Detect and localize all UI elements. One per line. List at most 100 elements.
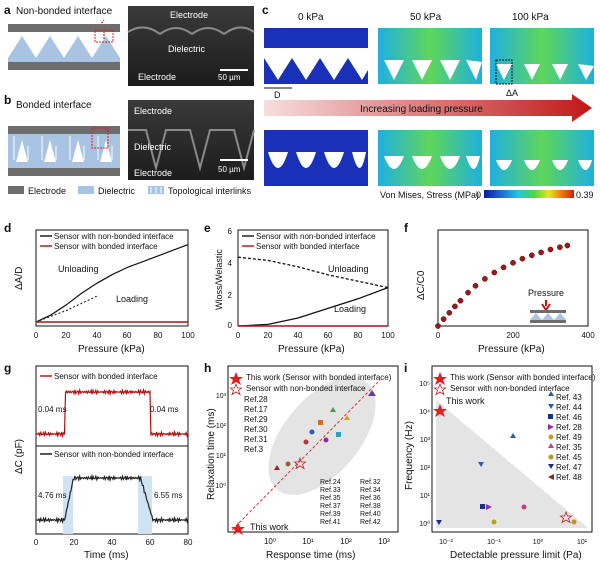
ref-i-6: Ref. 45 <box>556 453 582 462</box>
legend-text-e-1: Sensor with non-bonded interface <box>256 232 376 241</box>
axes-f <box>437 229 589 327</box>
panel-g: g Sensor with bonded interface Sensor wi… <box>4 361 193 561</box>
loading-arrow-text: Increasing loading pressure <box>360 104 483 115</box>
xtick-h-3: 10³ <box>378 537 390 546</box>
curve-g-bonded <box>36 387 189 439</box>
data-point-f <box>564 242 571 249</box>
bottom-electrode <box>8 62 120 70</box>
curve-e-loading <box>237 286 389 327</box>
xticks-d: 0 20 40 60 80 100 <box>34 331 195 340</box>
panel-letter-b: b <box>4 93 11 107</box>
pressure-arrow-f <box>541 300 551 312</box>
panel-b: b Bonded interface Electrode Dielectric … <box>4 93 255 196</box>
sem-label-electrode-bottom: Electrode <box>138 72 176 82</box>
sem-label-dielectric: Dielectric <box>168 44 206 54</box>
marker-h <box>309 429 315 435</box>
ytick-i-0: 10⁰ <box>419 520 430 528</box>
panel-letter-a: a <box>4 3 11 17</box>
xtick-e-5: 100 <box>381 331 395 340</box>
fem-top-50-voids <box>384 60 482 80</box>
xtick-d-5: 100 <box>181 331 195 340</box>
panel-letter-h: h <box>204 361 211 375</box>
scale-text-b: 50 µm <box>218 165 241 174</box>
xtick-e-4: 80 <box>354 331 363 340</box>
legend-text-e-2: Sensor with bonded interface <box>256 242 360 251</box>
data-point-f <box>472 282 479 289</box>
marker-i <box>548 404 554 409</box>
panel-i: i This work (Sensor with bonded interfac… <box>404 361 596 561</box>
legend-text-d-1: Sensor with non-bonded interface <box>54 232 174 241</box>
xtick-d-1: 20 <box>62 331 71 340</box>
curve-d-non-bonded-loading <box>35 295 98 323</box>
xlabel-e: Pressure (kPa) <box>278 344 345 355</box>
data-point-f <box>440 316 447 322</box>
panel-e: e Wloss/Welastic Pressure (kPa) 0 2 4 6 … <box>204 221 395 355</box>
axes-g-bottom <box>35 445 189 535</box>
ref-h-left-5: Ref.3 <box>244 445 264 454</box>
top-rise-g: 0.04 ms <box>38 405 66 414</box>
ref-h-grid-4: Ref.35 <box>320 495 341 502</box>
bottom-electrode-b <box>8 168 120 176</box>
ref-h-grid-10: Ref.41 <box>320 519 341 526</box>
ytick-i-1: 10¹ <box>420 493 431 500</box>
legend-dielectric-swatch <box>78 186 94 194</box>
marker-i <box>480 504 485 509</box>
this-work-label-i: This work <box>446 396 485 406</box>
xtick-e-2: 40 <box>294 331 303 340</box>
ref-h-grid-0: Ref.24 <box>320 479 341 486</box>
xtick-g-1: 20 <box>70 538 79 547</box>
dim-dA-box <box>495 59 513 85</box>
xtick-f-2: 400 <box>581 331 595 340</box>
fem-top-100 <box>490 28 594 84</box>
ref-h-grid-11: Ref.42 <box>360 519 381 526</box>
ref-h-grid-2: Ref.33 <box>320 487 341 494</box>
ref-i-5: Ref. 35 <box>556 443 582 452</box>
pressure-label-100: 100 kPa <box>512 12 549 23</box>
xtick-e-0: 0 <box>236 331 241 340</box>
legend-star-text-h: This work (Sensor with bonded interface) <box>246 373 392 382</box>
fem-top-0-pyramids <box>264 58 368 84</box>
legend-open-text-i: Sensor with non-bonded interface <box>450 384 570 393</box>
fem-bottom-100 <box>490 130 594 186</box>
data-point-f <box>482 276 488 282</box>
non-bonded-star-h <box>293 456 307 470</box>
marker-i <box>571 519 577 525</box>
marker-i <box>478 462 484 467</box>
inset-sensor-top <box>530 310 566 313</box>
marker-i <box>559 510 573 524</box>
axes-h <box>227 365 399 533</box>
sem-ridges-a <box>127 26 255 36</box>
sem-label-electrode-top: Electrode <box>170 10 208 20</box>
ref-h-grid-3: Ref.34 <box>360 487 381 494</box>
xlabel-d: Pressure (kPa) <box>78 344 145 355</box>
ref-h-grid-1: Ref.32 <box>360 479 381 486</box>
marker-h <box>274 465 280 470</box>
legend-dielectric-label: Dielectric <box>98 186 136 196</box>
ref-i-8: Ref. 48 <box>556 473 582 482</box>
xtick-d-0: 0 <box>34 331 39 340</box>
xlabel-g: Time (ms) <box>84 550 129 561</box>
marker-i <box>548 443 554 448</box>
data-point-f <box>528 252 535 259</box>
xtick-d-3: 60 <box>123 331 132 340</box>
xlabel-h: Response time (ms) <box>266 550 355 561</box>
data-point-f <box>465 289 471 296</box>
axes-i <box>431 365 593 533</box>
colorbar-title: Von Mises, Stress (MPa) <box>380 190 479 200</box>
panel-letter-c: c <box>262 3 269 17</box>
dim-D-label: D <box>274 90 281 100</box>
xtick-g-2: 40 <box>108 538 117 547</box>
marker-h <box>344 415 350 420</box>
legend-interlink-label: Topological interlinks <box>168 186 252 196</box>
marker-h <box>285 461 291 467</box>
dielectric-base-b <box>8 162 120 168</box>
ref-i-0: Ref. 43 <box>556 393 582 402</box>
marker-h <box>303 439 309 445</box>
ytick-i-2: 10² <box>420 465 431 472</box>
marker-h <box>330 407 336 412</box>
top-electrode-b <box>8 126 120 134</box>
ref-h-left-0: Ref.28 <box>244 395 268 404</box>
xtick-e-1: 20 <box>264 331 273 340</box>
fem-bottom-0-voids <box>268 152 366 168</box>
ylabel-i: Frequency (Hz) <box>404 421 415 490</box>
